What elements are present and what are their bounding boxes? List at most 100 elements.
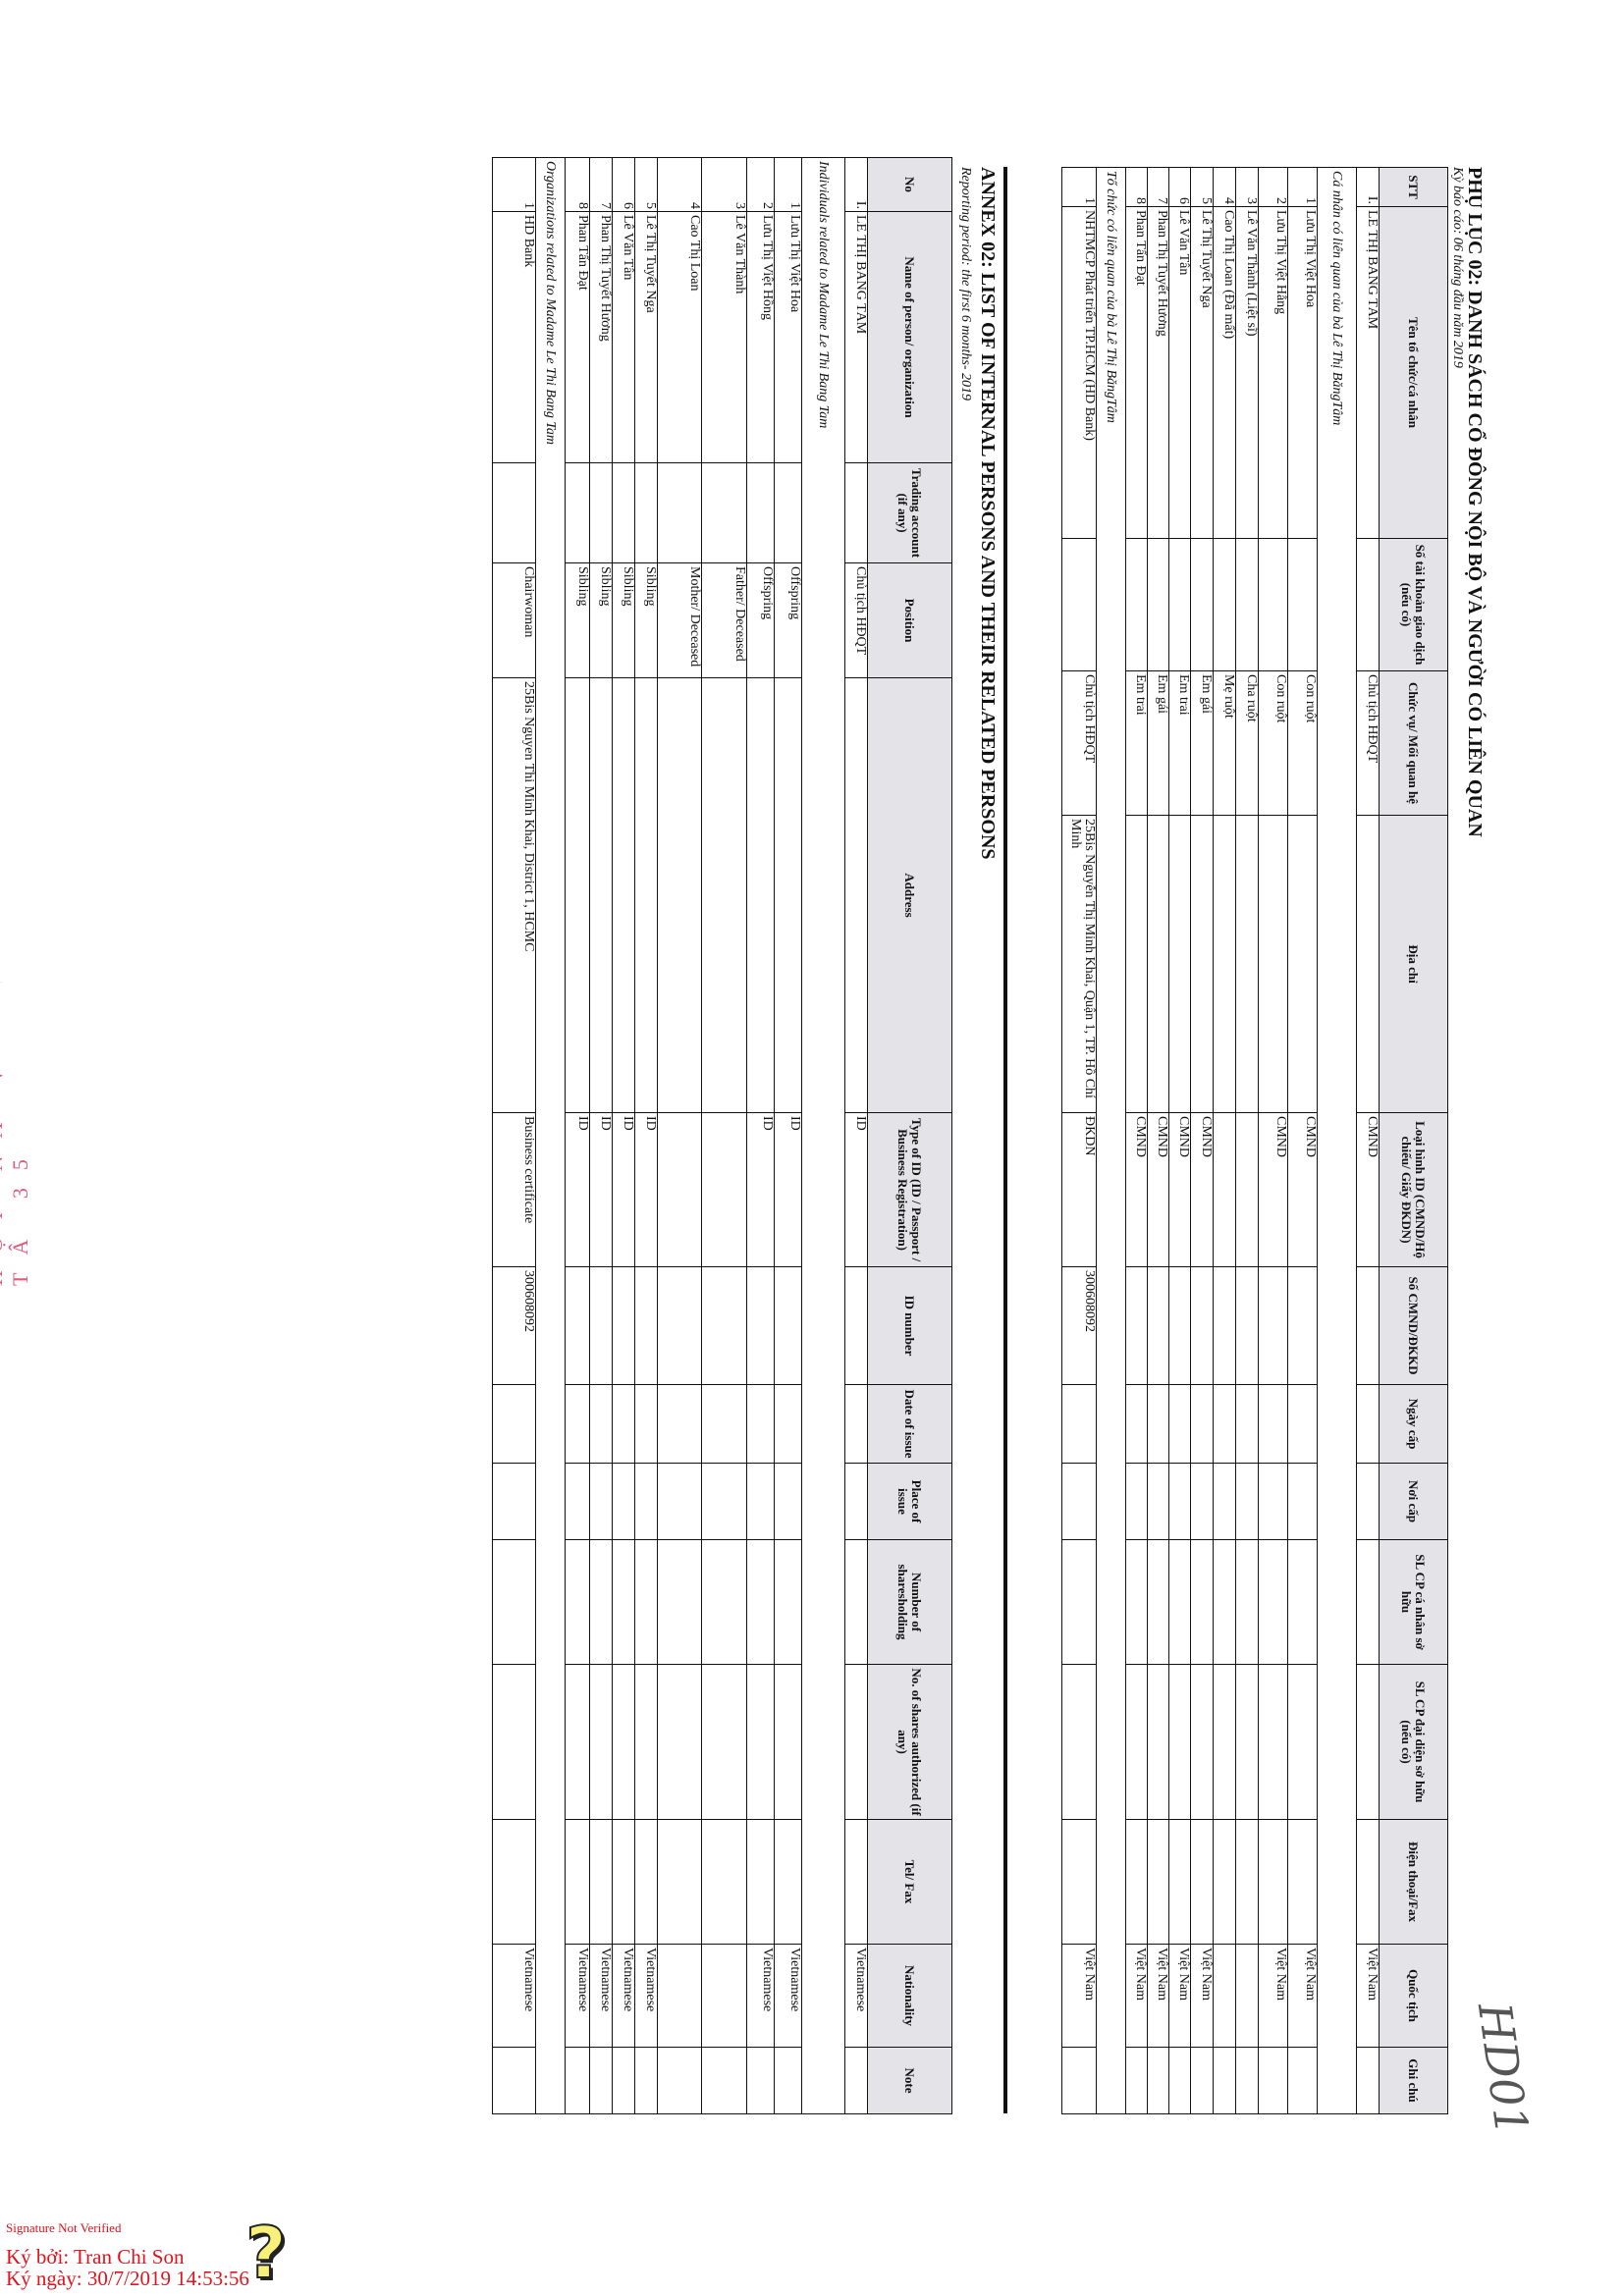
table-cell <box>1168 1819 1191 1945</box>
table-cell: CMND <box>1258 1112 1288 1267</box>
table-cell: 4 <box>657 157 702 212</box>
table-cell: 2 <box>746 157 775 212</box>
table-cell: Em gái <box>1190 670 1214 816</box>
table-cell <box>1213 1266 1236 1385</box>
column-header: Note <box>867 2047 952 2114</box>
table-cell <box>657 1944 702 2048</box>
table-row: 2 Lưu Thị Việt Hồng Offspring ID Vietnamese <box>746 157 775 2114</box>
table-cell <box>1235 538 1259 671</box>
table-cell <box>1235 1944 1259 2048</box>
table-cell: Vietnamese <box>746 1944 775 2048</box>
section-row: Individuals related to Madame Le Thi Ban… <box>801 157 845 2114</box>
table-cell <box>1125 1463 1148 1540</box>
table-row: 5 Lê Thị Tuyết Nga Em gái CMND Việt Nam <box>1190 167 1214 2114</box>
table-cell: Việt Nam <box>1125 1944 1148 2048</box>
table-cell <box>1258 1539 1288 1665</box>
table-cell: ID <box>774 1112 802 1267</box>
divider-line <box>1003 167 1007 2113</box>
table-cell <box>634 1664 658 1820</box>
table-cell <box>701 677 747 1113</box>
table-cell <box>746 1384 775 1464</box>
table-cell: Việt Nam <box>1190 1944 1214 2048</box>
table-cell: Cha ruột <box>1235 670 1259 816</box>
table-cell <box>565 1819 590 1945</box>
table-cell: ID <box>746 1112 775 1267</box>
table-cell: Chủ tịch HĐQT <box>844 562 868 678</box>
table-cell <box>1258 2047 1288 2114</box>
table-cell: Lê Thị Tuyết Nga <box>1190 206 1214 539</box>
table-cell <box>565 1384 590 1464</box>
table-cell <box>1125 1539 1148 1665</box>
table-cell: 7 <box>589 157 613 212</box>
table-cell <box>1061 538 1097 671</box>
table-cell: Em trai <box>1168 670 1191 816</box>
table-cell: Lê Văn Tân <box>1168 206 1191 539</box>
table-cell: ID <box>844 1112 868 1267</box>
table-cell <box>1147 2047 1169 2114</box>
table-cell: Phan Tấn Đạt <box>1125 206 1148 539</box>
table-cell: Mother/ Deceased <box>657 562 702 678</box>
table-cell <box>1287 2047 1318 2114</box>
table-cell <box>1235 1266 1259 1385</box>
table-cell <box>701 1944 747 2048</box>
table-cell <box>492 1819 536 1945</box>
table-cell <box>1061 1463 1097 1540</box>
table-row: 6 Lê Văn Tân Em trai CMND Việt Nam <box>1168 167 1191 2114</box>
table-cell <box>1168 1664 1191 1820</box>
table-cell <box>612 1384 635 1464</box>
table-cell <box>1190 1266 1214 1385</box>
table-cell: Lê Văn Tân <box>612 211 635 463</box>
table-cell <box>634 677 658 1113</box>
column-header: SL CP đại diện sở hữu (nếu có) <box>1379 1664 1448 1820</box>
table-cell <box>1356 1539 1380 1665</box>
table-cell: 25Bis Nguyen Thi Minh Khai, District 1, … <box>492 677 536 1113</box>
table-cell: Vietnamese <box>634 1944 658 2048</box>
table-cell: Việt Nam <box>1168 1944 1191 2048</box>
table-cell: Lưu Thị Việt Hoa <box>774 211 802 463</box>
table-cell <box>1213 2047 1236 2114</box>
table-row: 8 Phan Tấn Đạt Em trai CMND Việt Nam <box>1125 167 1148 2114</box>
table-cell <box>612 2047 635 2114</box>
table-cell: 25Bis Nguyễn Thị Minh Khai, Quận 1, TP. … <box>1061 815 1097 1113</box>
table-cell <box>1213 1384 1236 1464</box>
table-cell <box>1213 1944 1236 2048</box>
table-row: 6 Lê Văn Tân Sibling ID Vietnamese <box>612 157 635 2114</box>
table-cell: Sibling <box>565 562 590 678</box>
table-cell <box>1168 1266 1191 1385</box>
table-cell <box>1125 815 1148 1113</box>
table-cell: 5 <box>634 157 658 212</box>
table-cell: ID <box>634 1112 658 1267</box>
table-cell <box>1190 2047 1214 2114</box>
table-cell <box>844 2047 868 2114</box>
table-cell <box>701 462 747 563</box>
table-cell <box>844 1384 868 1464</box>
table-cell <box>844 1664 868 1820</box>
table-cell: 6 <box>612 157 635 212</box>
table-cell <box>1061 1819 1097 1945</box>
table-cell: 300608092 <box>492 1266 536 1385</box>
digital-signature-block[interactable]: Signature Not Verified Ký bởi: Tran Chi … <box>6 2220 249 2289</box>
table-cell: 3 <box>701 157 747 212</box>
question-mark-icon[interactable]: ? <box>244 2212 288 2294</box>
table-cell: Vietnamese <box>612 1944 635 2048</box>
table-cell <box>1168 538 1191 671</box>
table-cell <box>1190 1539 1214 1665</box>
table-cell: I. <box>1356 167 1380 207</box>
table-cell <box>701 1112 747 1267</box>
column-header: Loại hình ID (CMND/Hộ chiếu/ Giấy ĐKDN) <box>1379 1112 1448 1267</box>
table-cell: Phan Thị Tuyết Hương <box>589 211 613 463</box>
table-cell: 2 <box>1258 167 1288 207</box>
table-cell <box>844 1266 868 1385</box>
table-cell <box>1168 1384 1191 1464</box>
table-cell <box>589 2047 613 2114</box>
table-cell <box>1168 1539 1191 1665</box>
table-cell <box>1235 1112 1259 1267</box>
vietnamese-shareholder-table: STT Tên tổ chức/cá nhân Số tài khoản giao … <box>1061 167 1448 2114</box>
table-cell: ID <box>612 1112 635 1267</box>
table-cell <box>774 1539 802 1665</box>
table-cell <box>634 1539 658 1665</box>
table-cell <box>1287 1384 1318 1464</box>
table-cell <box>612 1266 635 1385</box>
table-row: 4 Cao Thị Loan Mother/ Deceased <box>657 157 702 2114</box>
column-header: Ghi chú <box>1379 2047 1448 2114</box>
